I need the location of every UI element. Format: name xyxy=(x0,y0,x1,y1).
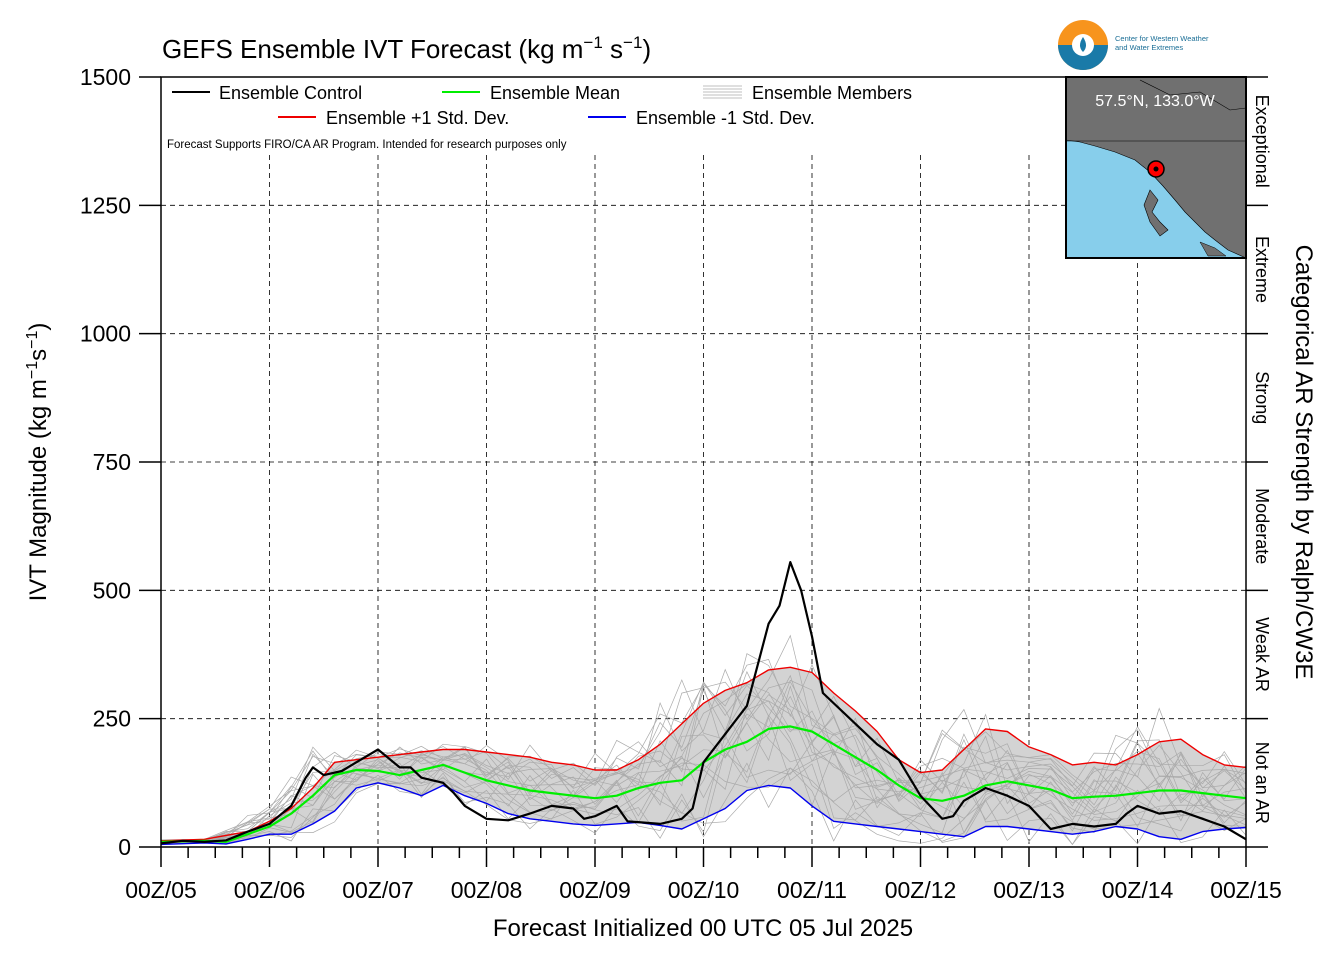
ensemble-member-line xyxy=(160,668,1247,843)
legend-members-swatch xyxy=(703,85,742,99)
x-tick-label: 00Z/11 xyxy=(777,877,847,903)
ensemble-member-line xyxy=(160,767,1247,844)
y-axis: 0 250 500 750 1000 1250 1500 xyxy=(80,64,161,860)
logo-line2: and Water Extremes xyxy=(1115,43,1183,52)
ylabel-c: ) xyxy=(25,323,52,331)
ensemble-member-line xyxy=(160,653,1247,842)
category-label: Exceptional xyxy=(1252,95,1272,188)
x-axis-title: Forecast Initialized 00 UTC 05 Jul 2025 xyxy=(493,915,913,942)
ensemble-member-line xyxy=(160,658,1247,841)
ylabel-exp2: −1 xyxy=(24,330,41,348)
x-tick-label: 00Z/15 xyxy=(1210,877,1282,903)
y-tick-label: 1500 xyxy=(80,64,131,90)
title-exp2: −1 xyxy=(623,33,642,52)
ensemble-member-line xyxy=(160,750,1247,843)
ylabel-b: s xyxy=(25,349,52,361)
title-end: ) xyxy=(642,34,651,64)
y-tick-label: 1000 xyxy=(80,321,131,347)
map-island xyxy=(1143,189,1169,237)
map-frame xyxy=(1065,76,1247,259)
x-tick-label: 00Z/10 xyxy=(668,877,740,903)
series-ensemble-control xyxy=(160,561,1247,845)
y-axis-title: IVT Magnitude (kg m−1s−1) xyxy=(24,323,52,602)
std-dev-shading xyxy=(161,667,1246,845)
y-tick-label: 500 xyxy=(93,577,131,603)
ensemble-member-line xyxy=(160,670,1247,841)
ensemble-member-line xyxy=(160,762,1247,845)
x-tick-label: 00Z/05 xyxy=(125,877,197,903)
ylabel-a: IVT Magnitude (kg m xyxy=(25,379,52,601)
map-island-south xyxy=(1199,241,1227,257)
category-label: Strong xyxy=(1252,371,1272,424)
logo-line1: Center for Western Weather xyxy=(1115,34,1209,43)
ensemble-member-line xyxy=(160,634,1247,841)
map-border-north xyxy=(1139,79,1247,111)
series-ensemble-1-std-dev xyxy=(160,782,1247,846)
series-ensemble-mean xyxy=(160,725,1247,843)
std-dev-band xyxy=(161,667,1246,845)
disclaimer-note: Forecast Supports FIRO/CA AR Program. In… xyxy=(167,139,567,151)
ensemble-member-line xyxy=(160,716,1247,846)
title-exp1: −1 xyxy=(583,33,602,52)
chart-title: GEFS Ensemble IVT Forecast (kg m−1 s−1) xyxy=(162,33,651,64)
y-tick-label: 250 xyxy=(93,706,131,732)
series-ensemble-1-std-dev xyxy=(160,666,1247,842)
x-axis: 00Z/05 00Z/06 00Z/07 00Z/08 00Z/09 00Z/10 00Z/… xyxy=(125,847,1282,903)
y2-axis-title: Categorical AR Strength by Ralph/CW3E xyxy=(1290,245,1317,680)
x-tick-label: 00Z/13 xyxy=(993,877,1065,903)
location-marker-center xyxy=(1153,166,1159,172)
ensemble-member-line xyxy=(160,683,1247,843)
logo-wave-icon xyxy=(1058,45,1108,70)
map-location-label: 57.5°N, 133.0°W xyxy=(1095,93,1215,110)
x-tick-label: 00Z/14 xyxy=(1102,877,1174,903)
legend-minus-std-label: Ensemble -1 Std. Dev. xyxy=(636,108,815,128)
title-mid: s xyxy=(603,34,623,64)
x-tick-label: 00Z/09 xyxy=(559,877,631,903)
legend: Ensemble Control Ensemble Mean Ensemble … xyxy=(167,83,912,151)
category-label: Not an AR xyxy=(1252,742,1272,824)
logo-drop-icon xyxy=(1080,37,1086,52)
category-label: Weak AR xyxy=(1252,617,1272,692)
x-tick-label: 00Z/06 xyxy=(234,877,306,903)
legend-mean-label: Ensemble Mean xyxy=(490,83,620,103)
category-label: Extreme xyxy=(1252,236,1272,303)
y-tick-label: 1250 xyxy=(80,192,131,218)
legend-control-label: Ensemble Control xyxy=(219,83,362,103)
ensemble-member-line xyxy=(160,695,1247,843)
x-tick-label: 00Z/08 xyxy=(451,877,523,903)
y-tick-label: 0 xyxy=(118,834,131,860)
title-base: GEFS Ensemble IVT Forecast (kg m xyxy=(162,34,583,64)
x-tick-label: 00Z/12 xyxy=(885,877,957,903)
ensemble-member-line xyxy=(160,685,1247,843)
y-tick-label: 750 xyxy=(93,449,131,475)
ar-category-axis: Not an AR Weak AR Moderate Strong Extreme Exc… xyxy=(1246,76,1272,848)
ensemble-member-line xyxy=(160,681,1247,842)
x-tick-label: 00Z/07 xyxy=(342,877,414,903)
ylabel-exp1: −1 xyxy=(24,361,41,379)
series-lines xyxy=(160,561,1247,846)
legend-members-label: Ensemble Members xyxy=(752,83,912,103)
category-label: Moderate xyxy=(1252,488,1272,564)
inset-map: 57.5°N, 133.0°W xyxy=(1065,76,1247,259)
legend-plus-std-label: Ensemble +1 Std. Dev. xyxy=(326,108,509,128)
cw3e-logo: Center for Western Weather and Water Ext… xyxy=(1058,20,1209,70)
